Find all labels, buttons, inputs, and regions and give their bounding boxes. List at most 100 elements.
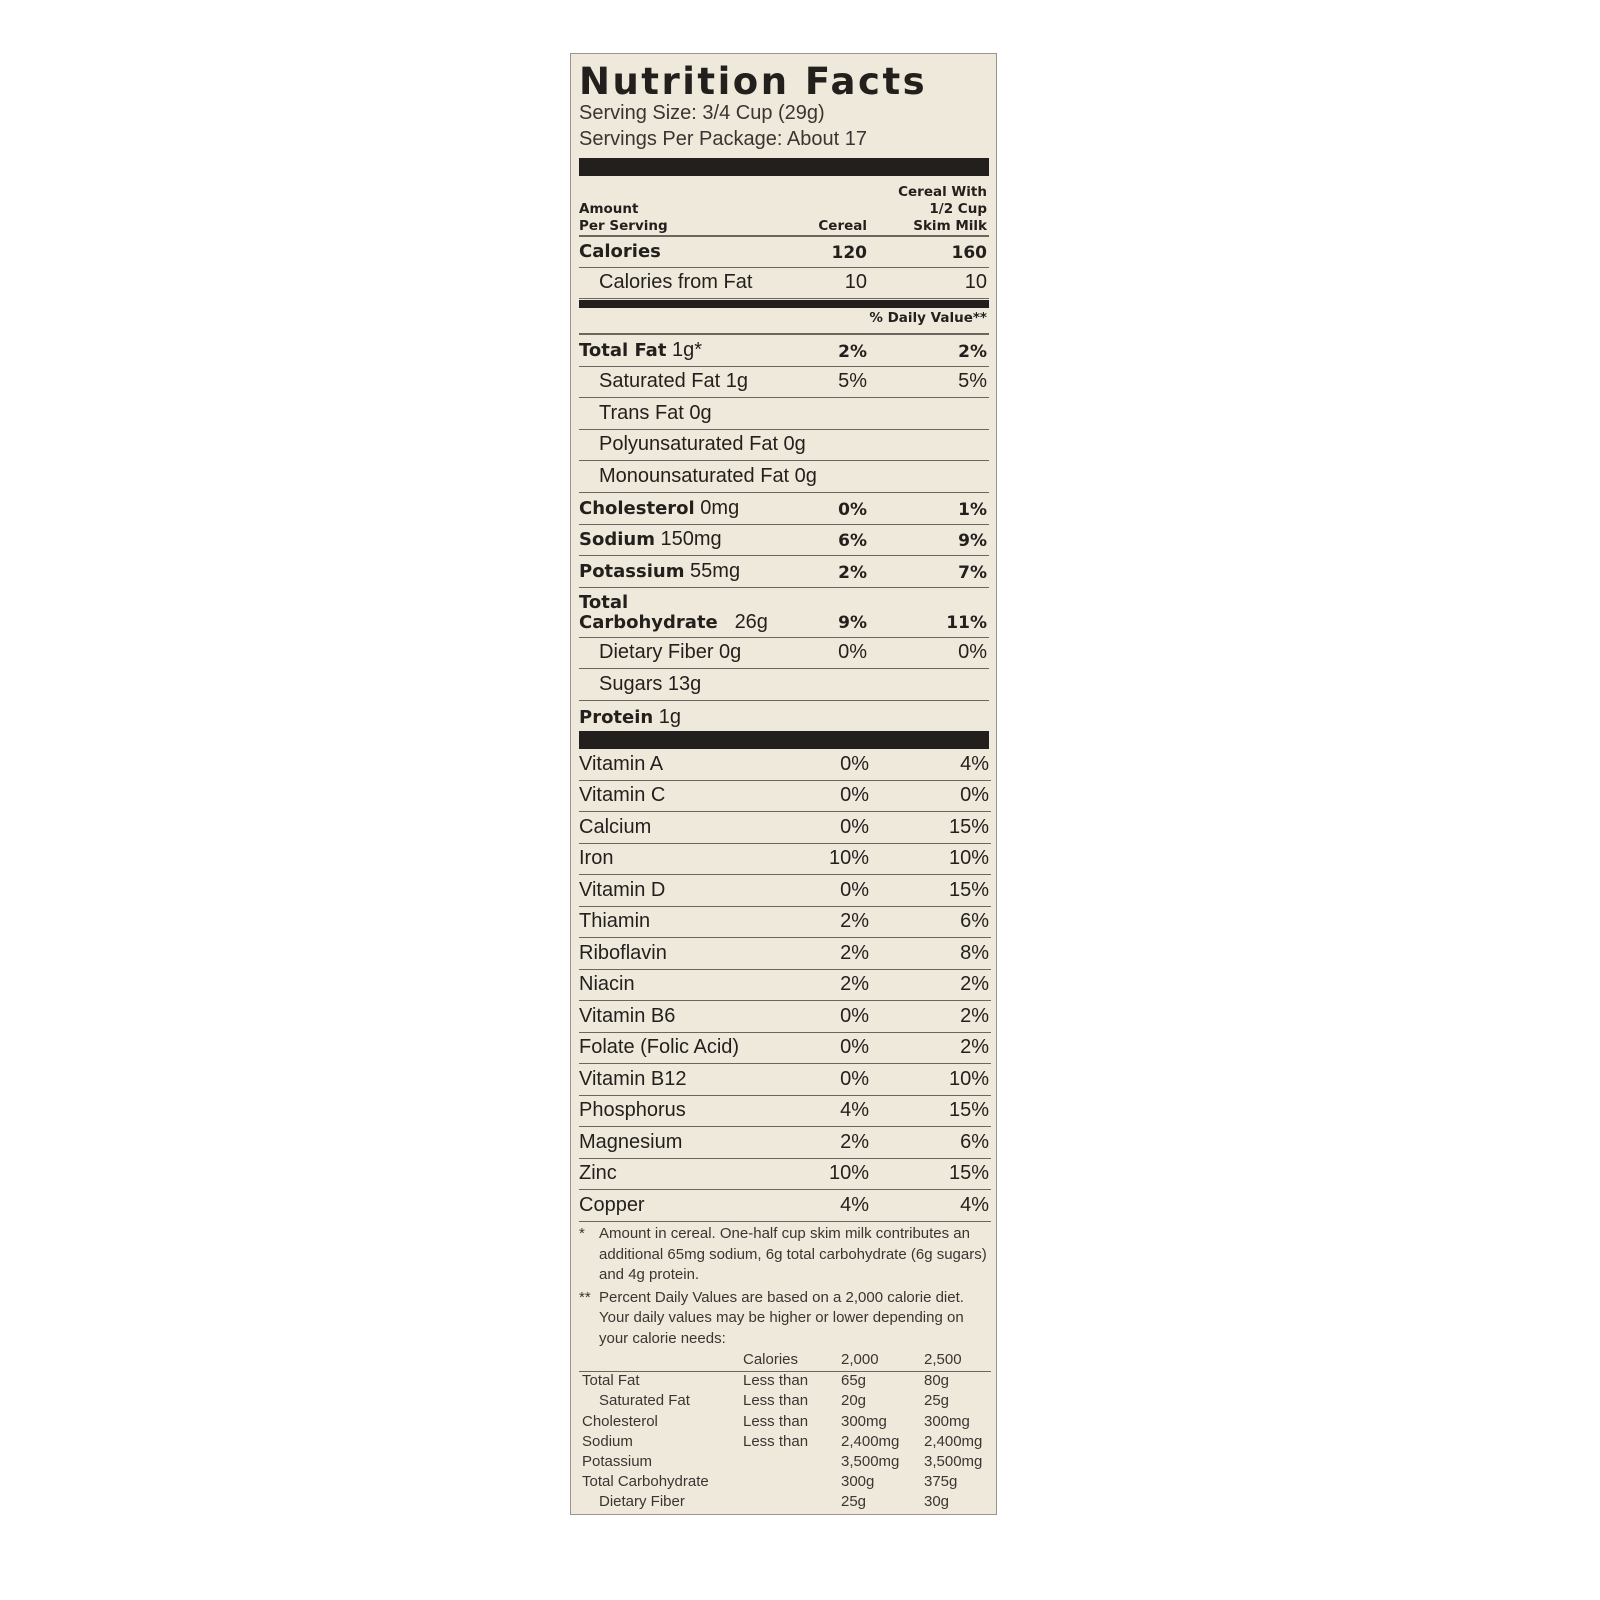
nutrient-label: Sugars 13g: [599, 672, 702, 695]
daily-table-header: Calories 2,000 2,500: [579, 1351, 991, 1373]
daily-table-cell: Less than: [743, 1372, 809, 1390]
nutrient-row: Copper 4% 4%: [579, 1190, 991, 1222]
footnote-marker: **: [579, 1288, 591, 1306]
nutrient-label: Copper: [579, 1193, 645, 1216]
daily-values-table: Calories 2,000 2,500 Total Fat Less than 65g 8…: [579, 1351, 991, 1514]
header-text: 1/2 Cup: [929, 201, 987, 217]
nutrient-label: Phosphorus: [579, 1099, 686, 1121]
divider: [579, 235, 989, 237]
nutrient-label: Vitamin A: [579, 752, 664, 775]
with-milk-value: 7%: [958, 562, 987, 583]
with-milk-value: 4%: [960, 1193, 989, 1216]
nutrient-row: Total Carbohydrate 26g 9% 11%: [579, 588, 989, 638]
cereal-value: 0%: [840, 878, 869, 901]
servings-per-package: Servings Per Package: About 17: [579, 128, 867, 150]
daily-table-row: Total Carbohydrate 300g 375g: [579, 1473, 991, 1493]
with-milk-value: 1%: [958, 499, 987, 520]
daily-table-cell: 65g: [841, 1372, 867, 1390]
daily-table-cell: 3,500mg: [841, 1452, 900, 1470]
nutrient-label: Total Fat 1g*: [579, 339, 702, 362]
nutrient-name: Total Fat: [579, 339, 667, 361]
with-milk-value: 0%: [958, 641, 987, 664]
nutrient-amount: 0mg: [700, 496, 740, 519]
daily-table-row: Sodium Less than 2,400mg 2,400mg: [579, 1433, 991, 1453]
daily-value-header: % Daily Value**: [869, 310, 987, 326]
with-milk-value: 9%: [958, 531, 987, 552]
nutrient-amount: 55mg: [690, 559, 741, 582]
medium-divider: [579, 300, 989, 308]
daily-table-cell: Cholesterol: [582, 1412, 658, 1430]
with-milk-value: 10%: [948, 1067, 989, 1090]
column-header: Amount Per Serving Cereal Cereal With 1/2 …: [579, 179, 989, 235]
nutrient-row: Cholesterol 0mg 0% 1%: [579, 493, 989, 525]
cereal-value: 4%: [840, 1099, 869, 1121]
nutrient-row: Phosphorus 4% 15%: [579, 1096, 991, 1127]
daily-table-cell: Less than: [743, 1432, 809, 1450]
cereal-value: 10%: [828, 1162, 869, 1184]
nutrient-row: Vitamin B6 0% 2%: [579, 1001, 991, 1033]
nutrient-label: Niacin: [579, 973, 635, 995]
with-milk-column-header: Cereal With 1/2 Cup Skim Milk: [898, 184, 987, 235]
nutrient-row: Monounsaturated Fat 0g: [579, 461, 989, 493]
footnotes-section: * Amount in cereal. One-half cup skim mil…: [579, 1224, 991, 1514]
nutrient-row: Folate (Folic Acid) 0% 2%: [579, 1033, 991, 1064]
nutrient-amount: 1g*: [672, 338, 703, 361]
nutrient-row: Calcium 0% 15%: [579, 812, 991, 844]
nutrient-row: Calories from Fat 10 10: [579, 268, 989, 299]
with-milk-value: 2%: [960, 1036, 989, 1058]
daily-table-cell: 2,000: [841, 1351, 879, 1368]
cereal-value: 2%: [840, 1130, 869, 1153]
daily-table-cell: Saturated Fat: [599, 1392, 690, 1410]
nutrient-label: Zinc: [579, 1162, 617, 1184]
daily-table-row: Saturated Fat Less than 20g 25g: [579, 1392, 991, 1412]
nutrient-row: Protein 1g: [579, 701, 989, 733]
nutrient-label: Thiamin: [579, 910, 651, 932]
cereal-value: 0%: [838, 641, 867, 664]
nutrient-label: Folate (Folic Acid): [579, 1036, 740, 1058]
nutrient-row: Sodium 150mg 6% 9%: [579, 525, 989, 557]
divider: [579, 333, 989, 335]
daily-table-cell: Less than: [743, 1412, 809, 1430]
nutrient-row: Sugars 13g: [579, 669, 989, 701]
cereal-value: 0%: [840, 784, 869, 806]
daily-table-cell: 375g: [924, 1473, 958, 1491]
with-milk-value: 6%: [960, 910, 989, 932]
cereal-value: 10%: [828, 847, 869, 869]
nutrient-row: Calories 120 160: [579, 237, 989, 268]
nutrient-name: Sodium: [579, 529, 655, 551]
cereal-value: 2%: [840, 941, 869, 964]
nutrient-label: Riboflavin: [579, 941, 667, 964]
nutrient-row: Riboflavin 2% 8%: [579, 938, 991, 970]
daily-table-cell: 2,500: [924, 1351, 962, 1368]
daily-table-cell: 300g: [841, 1473, 875, 1491]
daily-table-cell: 300mg: [841, 1412, 887, 1430]
daily-table-cell: Sodium: [582, 1432, 633, 1450]
nutrient-name: Total Carbohydrate: [579, 591, 718, 633]
with-milk-value: 10%: [948, 847, 989, 869]
cereal-value: 10: [844, 271, 867, 293]
nutrient-name: Calories: [579, 241, 661, 262]
cereal-value: 0%: [838, 499, 867, 520]
nutrient-label: Cholesterol 0mg: [579, 497, 739, 520]
nutrient-name: Potassium: [579, 560, 685, 582]
nutrient-row: Vitamin A 0% 4%: [579, 749, 991, 781]
with-milk-value: 5%: [958, 370, 987, 393]
with-milk-value: 2%: [960, 1004, 989, 1027]
cereal-value: 9%: [838, 612, 867, 633]
with-milk-value: 15%: [948, 1099, 989, 1121]
nutrient-row: Iron 10% 10%: [579, 844, 991, 875]
nutrient-label: Saturated Fat 1g: [599, 370, 748, 393]
with-milk-value: 6%: [960, 1130, 989, 1153]
nutrient-label: Vitamin B12: [579, 1067, 687, 1090]
nutrient-row: Trans Fat 0g: [579, 398, 989, 430]
daily-table-cell: Calories: [743, 1351, 799, 1368]
nutrient-label: Trans Fat 0g: [599, 401, 712, 424]
cereal-value: 6%: [838, 531, 867, 552]
daily-table-row: Cholesterol Less than 300mg 300mg: [579, 1413, 991, 1433]
with-milk-value: 0%: [960, 784, 989, 806]
with-milk-value: 10: [964, 271, 987, 293]
nutrient-label: Calories: [579, 240, 661, 263]
nutrient-label: Vitamin C: [579, 784, 666, 806]
thick-divider: [579, 158, 989, 176]
nutrient-row: Thiamin 2% 6%: [579, 907, 991, 938]
